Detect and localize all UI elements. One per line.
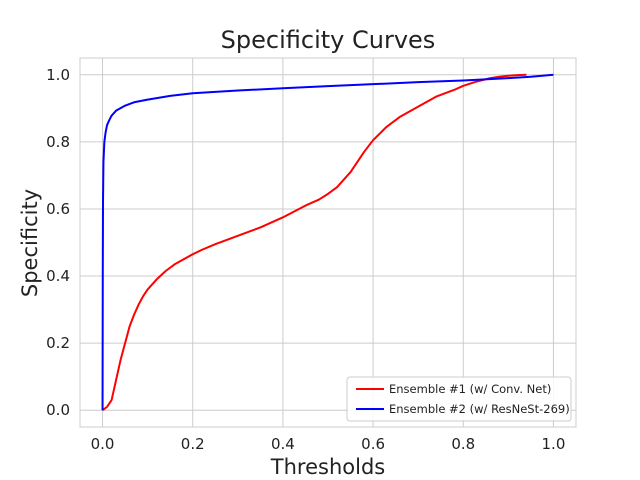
grid	[80, 58, 576, 427]
y-tick-label: 0.8	[46, 133, 70, 151]
y-tick-label: 0.0	[46, 401, 70, 419]
y-tick-label: 0.4	[46, 267, 70, 285]
series-lines	[101, 73, 554, 412]
x-tick-label: 0.0	[91, 435, 115, 453]
legend-box	[346, 376, 572, 422]
y-tick-labels: 0.0 0.2 0.4 0.6 0.8 1.0	[46, 66, 70, 419]
x-tick-labels: 0.0 0.2 0.4 0.6 0.8 1.0	[91, 435, 566, 453]
legend: Ensemble #1 (w/ Conv. Net) Ensemble #2 (…	[346, 376, 572, 422]
x-axis-label: Thresholds	[270, 455, 385, 479]
legend-entry-ensemble-2: Ensemble #2 (w/ ResNeSt-269)	[389, 402, 570, 416]
chart-title: Specificity Curves	[221, 26, 436, 54]
y-tick-label: 0.2	[46, 334, 70, 352]
y-tick-label: 0.6	[46, 200, 70, 218]
y-axis-label: Specificity	[18, 189, 42, 297]
legend-entry-ensemble-1: Ensemble #1 (w/ Conv. Net)	[389, 382, 551, 396]
x-tick-label: 0.2	[181, 435, 205, 453]
x-tick-label: 0.8	[451, 435, 475, 453]
x-tick-label: 0.6	[361, 435, 385, 453]
y-tick-label: 1.0	[46, 66, 70, 84]
series-line-ensemble-2	[101, 73, 554, 411]
plot-area	[79, 57, 577, 428]
series-line-ensemble-1	[101, 73, 527, 412]
x-tick-label: 1.0	[542, 435, 566, 453]
x-tick-label: 0.4	[271, 435, 295, 453]
